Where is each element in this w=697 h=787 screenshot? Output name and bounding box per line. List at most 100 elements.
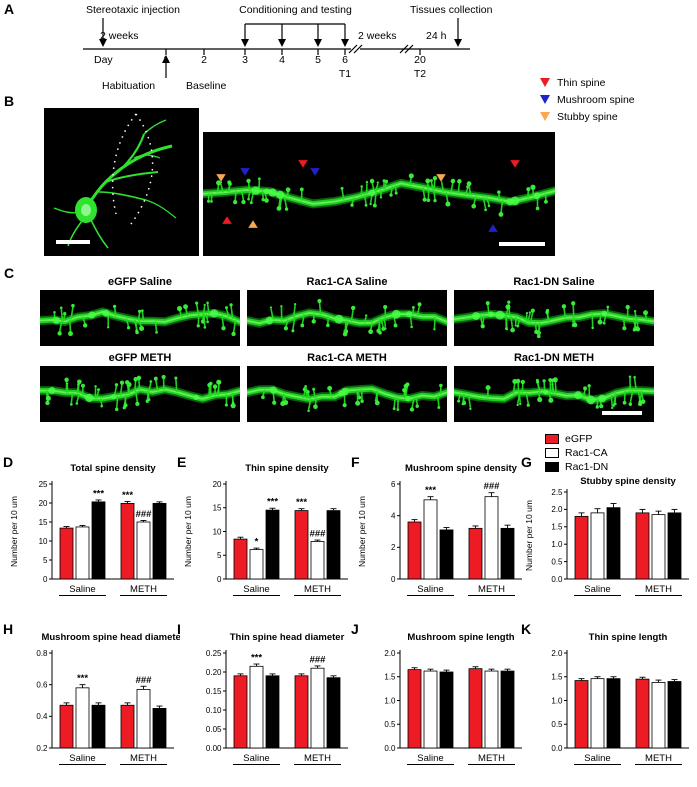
bar-eGFP-METH bbox=[294, 510, 309, 580]
bar-Rac1-DN-METH bbox=[667, 681, 682, 749]
bar-Rac1-CA-METH bbox=[484, 670, 499, 749]
chart-title: Mushroom spine density bbox=[405, 463, 518, 474]
y-tick-label: 0 bbox=[391, 575, 396, 584]
chart-stubby-spine-density: Stubby spine density Number per 10 um 0.0 0… bbox=[523, 458, 695, 616]
significance-annotation: *** bbox=[296, 497, 307, 508]
rac1ca-label: Rac1-CA bbox=[565, 447, 608, 459]
y-tick-label: 0.10 bbox=[206, 706, 222, 715]
significance-annotation: *** bbox=[267, 497, 278, 508]
thin-spine-arrowhead bbox=[509, 159, 521, 169]
stubby-spine-label: Stubby spine bbox=[557, 110, 618, 123]
bar-Rac1-CA-METH bbox=[484, 496, 499, 580]
legend-row-rac1ca: Rac1-CA bbox=[545, 446, 608, 460]
day-axis-label: Day bbox=[94, 54, 113, 66]
bar-Rac1-DN-Saline bbox=[265, 675, 280, 749]
bar-Rac1-DN-Saline bbox=[91, 704, 106, 749]
chart-title: Stubby spine density bbox=[580, 476, 676, 487]
y-tick-label: 0.25 bbox=[206, 649, 222, 658]
y-tick-label: 0.5 bbox=[551, 557, 563, 566]
conditioning-testing-label: Conditioning and testing bbox=[239, 4, 352, 16]
legend-row-rac1dn: Rac1-DN bbox=[545, 460, 608, 474]
y-tick-label: 0.2 bbox=[36, 744, 48, 753]
experiment-timeline: Stereotaxic injection Conditioning and t… bbox=[58, 4, 658, 98]
bar-Rac1-DN-METH bbox=[326, 677, 341, 749]
down-arrow-icon bbox=[99, 39, 107, 47]
significance-annotation: ### bbox=[310, 529, 327, 540]
dotted-outline bbox=[111, 113, 137, 215]
stereotaxic-injection-label: Stereotaxic injection bbox=[86, 4, 180, 16]
spine-type-legend: Thin spine Mushroom spine Stubby spine bbox=[540, 74, 635, 125]
micrograph-rac1dn-meth bbox=[454, 366, 654, 422]
group-label: METH bbox=[478, 584, 505, 595]
bar-eGFP-Saline bbox=[233, 538, 248, 580]
two-weeks-label-1: 2 weeks bbox=[100, 30, 139, 42]
y-tick-label: 0.05 bbox=[206, 725, 222, 734]
group-label: Saline bbox=[584, 753, 610, 764]
bar-eGFP-METH bbox=[635, 512, 650, 580]
panel-label-c: C bbox=[4, 265, 15, 281]
bar-Rac1-CA-Saline bbox=[249, 549, 264, 580]
legend-row-egfp: eGFP bbox=[545, 432, 608, 446]
y-tick-label: 0.8 bbox=[36, 649, 48, 658]
group-label: METH bbox=[130, 584, 157, 595]
mushroom-spine-arrowhead bbox=[309, 167, 321, 177]
significance-annotation: ### bbox=[136, 675, 153, 686]
y-tick-label: 0.4 bbox=[36, 712, 48, 721]
panel-label-a: A bbox=[4, 1, 15, 17]
down-arrow-icon bbox=[454, 39, 462, 47]
dotted-outline bbox=[127, 113, 154, 229]
legend-row-thin-spine: Thin spine bbox=[540, 74, 635, 91]
y-tick-label: 2.0 bbox=[551, 505, 563, 514]
bar-chart-D: Total spine density Number per 10 um 0 5 10 1… bbox=[9, 463, 174, 596]
group-label: Saline bbox=[243, 584, 269, 595]
y-tick-label: 0.20 bbox=[206, 668, 222, 677]
day-4: 4 bbox=[279, 54, 285, 66]
significance-annotation: *** bbox=[122, 490, 133, 501]
chart-title: Thin spine length bbox=[589, 632, 668, 643]
down-arrow-icon bbox=[314, 39, 322, 47]
panel-label-e: E bbox=[177, 454, 187, 470]
bar-chart-H: Mushroom spine head diameter 0.2 0.4 0.6 0.8… bbox=[36, 632, 185, 765]
two-weeks-label-2: 2 weeks bbox=[358, 30, 397, 42]
bar-Rac1-CA-Saline bbox=[75, 687, 90, 749]
bar-eGFP-METH bbox=[635, 678, 650, 749]
thin-spine-arrowhead bbox=[221, 215, 233, 225]
egfp-label: eGFP bbox=[565, 433, 593, 445]
group-label: METH bbox=[645, 753, 672, 764]
bar-eGFP-Saline bbox=[59, 527, 74, 580]
bar-Rac1-CA-METH bbox=[651, 682, 666, 749]
bar-Rac1-CA-METH bbox=[310, 541, 325, 580]
chart-title: Mushroom spine length bbox=[407, 632, 514, 643]
bar-Rac1-DN-Saline bbox=[439, 671, 454, 749]
group-label: METH bbox=[645, 584, 672, 595]
bar-Rac1-DN-Saline bbox=[91, 501, 106, 580]
group-label: Saline bbox=[243, 753, 269, 764]
micrograph-title-rac1ca-meth: Rac1-CA METH bbox=[307, 352, 387, 364]
significance-annotation: * bbox=[255, 537, 259, 548]
y-tick-label: 0.5 bbox=[384, 720, 396, 729]
panel-label-j: J bbox=[351, 621, 359, 637]
bar-Rac1-CA-Saline bbox=[75, 526, 90, 580]
y-tick-label: 0 bbox=[217, 575, 222, 584]
bar-Rac1-CA-METH bbox=[651, 514, 666, 580]
y-tick-label: 5 bbox=[217, 551, 222, 560]
micrograph-title-rac1dn-saline: Rac1-DN Saline bbox=[513, 276, 595, 288]
scale-bar bbox=[602, 411, 642, 415]
dendrite-drawing bbox=[203, 159, 555, 233]
t2-label: T2 bbox=[413, 68, 427, 80]
significance-annotation: ### bbox=[310, 654, 327, 665]
y-tick-label: 0.15 bbox=[206, 687, 222, 696]
down-arrow-icon bbox=[341, 39, 349, 47]
chart-title: Thin spine density bbox=[245, 463, 329, 474]
y-tick-label: 2 bbox=[391, 543, 396, 552]
micrograph-title-egfp-meth: eGFP METH bbox=[108, 352, 172, 364]
significance-annotation: *** bbox=[77, 673, 88, 684]
y-tick-label: 0.0 bbox=[551, 575, 563, 584]
bar-eGFP-METH bbox=[468, 668, 483, 749]
y-axis-label: Number per 10 um bbox=[357, 496, 367, 567]
bar-Rac1-CA-METH bbox=[136, 521, 151, 580]
y-tick-label: 0.00 bbox=[206, 744, 222, 753]
bar-eGFP-Saline bbox=[233, 675, 248, 749]
scale-bar bbox=[56, 240, 90, 244]
24h-label: 24 h bbox=[426, 30, 447, 42]
